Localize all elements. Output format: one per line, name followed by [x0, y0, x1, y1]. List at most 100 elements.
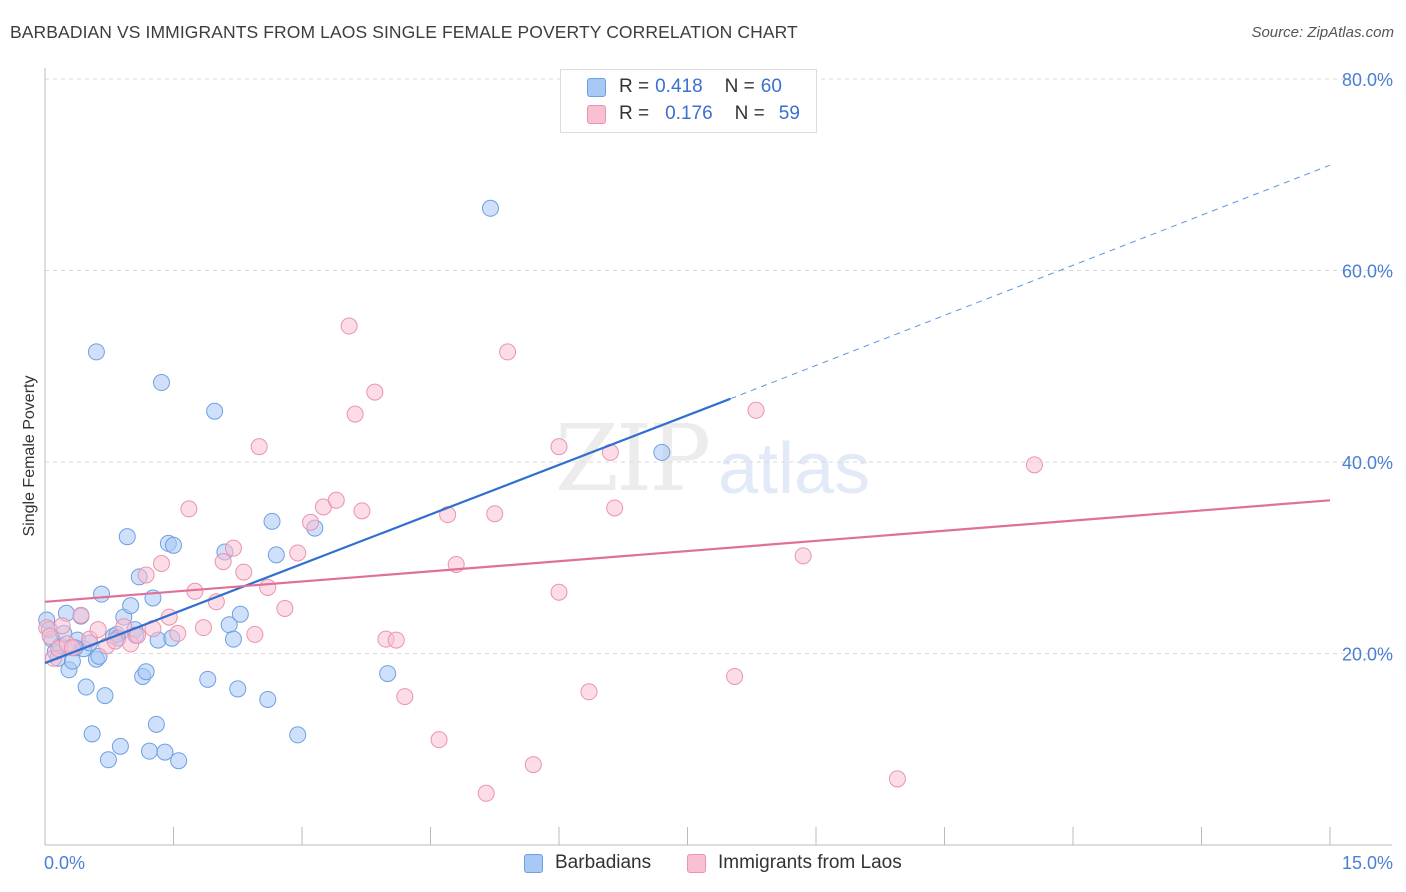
point-barbadians — [379, 665, 397, 683]
n-label: N = — [734, 103, 765, 124]
point-barbadians — [170, 752, 188, 770]
chart-title: BARBADIAN VS IMMIGRANTS FROM LAOS SINGLE… — [10, 22, 798, 42]
point-laos — [606, 499, 624, 517]
point-barbadians — [224, 630, 242, 648]
point-laos — [137, 566, 155, 584]
point-barbadians — [93, 585, 111, 603]
point-barbadians — [263, 512, 281, 530]
x-tick-label: 15.0% — [1342, 853, 1393, 873]
watermark-atlas: atlas — [718, 429, 871, 509]
axes — [44, 68, 1392, 846]
point-laos — [250, 438, 268, 456]
point-laos — [224, 539, 242, 557]
point-barbadians — [77, 678, 95, 696]
point-laos — [366, 383, 384, 401]
x-tick-label: 0.0% — [44, 853, 85, 873]
point-laos — [169, 624, 187, 642]
point-barbadians — [165, 536, 182, 554]
r-value: 0.418 — [655, 76, 703, 97]
legend-swatch-laos — [587, 104, 606, 124]
point-barbadians — [289, 726, 307, 744]
point-laos — [430, 731, 448, 749]
point-barbadians — [156, 743, 174, 761]
r-label: R = — [619, 76, 650, 97]
point-barbadians — [153, 374, 171, 392]
point-laos — [302, 513, 320, 531]
r-label: R = — [619, 103, 650, 124]
point-barbadians — [259, 690, 277, 708]
point-barbadians — [206, 402, 224, 420]
trend-lines — [44, 164, 1331, 665]
point-laos — [72, 606, 90, 624]
n-label: N = — [724, 76, 755, 97]
y-axis-label: Single Female Poverty — [21, 376, 38, 537]
point-barbadians — [653, 443, 671, 461]
legend-item-barbadians: Barbadians — [524, 852, 651, 874]
legend-label-laos: Immigrants from Laos — [718, 852, 902, 873]
legend-row-barbadians: R = 0.418 N = 60 — [587, 75, 782, 99]
point-laos — [289, 544, 307, 562]
point-laos — [794, 547, 812, 565]
point-barbadians — [141, 742, 159, 760]
point-laos — [340, 317, 358, 335]
point-laos — [353, 502, 371, 520]
point-laos — [550, 438, 568, 456]
point-laos — [246, 625, 264, 643]
point-laos — [259, 578, 277, 596]
tick-labels: 20.0% 40.0% 60.0% 80.0% 0.0% 15.0% — [44, 70, 1393, 873]
point-barbadians — [118, 528, 136, 546]
point-laos — [194, 619, 212, 637]
legend-swatch-laos — [687, 853, 706, 873]
point-barbadians — [137, 663, 155, 681]
point-laos — [499, 343, 517, 361]
point-laos — [396, 688, 414, 706]
point-laos — [888, 770, 906, 788]
point-barbadians — [199, 670, 217, 688]
point-barbadians — [83, 725, 101, 743]
point-laos — [550, 583, 568, 601]
n-value: 60 — [760, 76, 782, 97]
legend-swatch-barbadians — [524, 853, 543, 873]
point-laos — [180, 500, 198, 518]
point-laos — [747, 401, 765, 419]
watermark-zip: ZIP — [555, 405, 711, 512]
series-legend: Barbadians Immigrants from Laos — [0, 852, 1406, 876]
r-value: 0.176 — [665, 103, 713, 124]
point-barbadians — [111, 737, 129, 755]
point-barbadians — [267, 546, 285, 564]
point-laos — [1025, 456, 1043, 474]
point-laos — [235, 563, 253, 581]
point-barbadians — [229, 680, 247, 698]
point-laos — [346, 405, 364, 423]
chart-source: Source: ZipAtlas.com — [1251, 24, 1394, 41]
y-tick-label: 40.0% — [1342, 453, 1393, 473]
data-points — [38, 199, 1043, 802]
point-laos — [276, 599, 294, 617]
y-tick-label: 80.0% — [1342, 70, 1393, 90]
point-laos — [387, 631, 405, 649]
y-tick-label: 60.0% — [1342, 262, 1393, 282]
legend-swatch-barbadians — [587, 77, 606, 97]
point-laos — [53, 617, 71, 635]
point-laos — [214, 553, 232, 571]
point-laos — [726, 667, 744, 685]
point-barbadians — [231, 605, 249, 623]
point-barbadians — [96, 687, 114, 705]
trend-line-laos — [44, 499, 1331, 603]
point-barbadians — [122, 597, 140, 615]
point-laos — [524, 756, 542, 774]
legend-row-laos: R = 0.176 N = 59 — [587, 102, 800, 126]
point-laos — [477, 784, 495, 802]
point-barbadians — [147, 715, 165, 733]
point-laos — [580, 683, 598, 701]
correlation-legend: R = 0.418 N = 60 R = 0.176 N = 59 — [560, 69, 817, 133]
trend-extension-barbadians — [730, 164, 1331, 400]
y-tick-label: 20.0% — [1342, 645, 1393, 665]
trend-line-barbadians — [44, 397, 731, 665]
point-laos — [153, 554, 171, 572]
point-laos — [486, 505, 504, 523]
point-barbadians — [481, 199, 499, 217]
point-laos — [327, 491, 345, 509]
point-barbadians — [99, 751, 117, 769]
